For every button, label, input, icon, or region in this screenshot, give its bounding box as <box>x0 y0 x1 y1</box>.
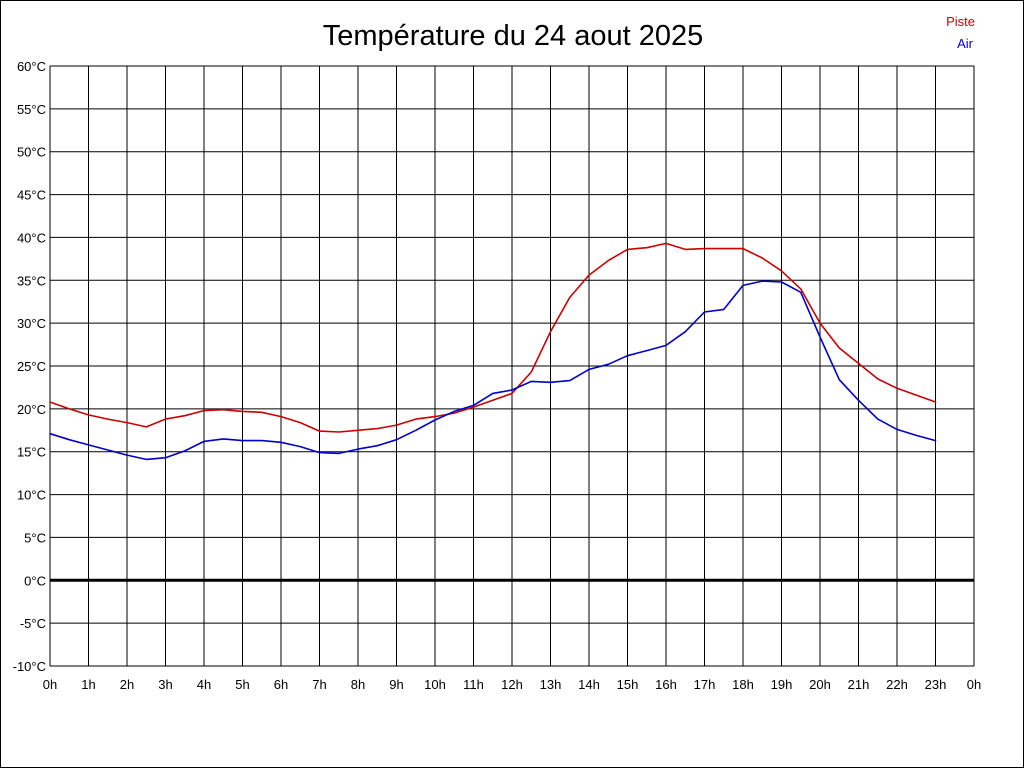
x-tick-label: 16h <box>655 677 677 692</box>
y-tick-label: -5°C <box>20 616 46 631</box>
y-tick-label: 40°C <box>17 230 46 245</box>
y-tick-label: 60°C <box>17 59 46 74</box>
x-tick-label: 4h <box>197 677 211 692</box>
x-tick-label: 17h <box>694 677 716 692</box>
x-tick-label: 0h <box>43 677 57 692</box>
x-tick-label: 13h <box>540 677 562 692</box>
x-tick-label: 0h <box>967 677 981 692</box>
legend-piste: Piste <box>946 14 975 29</box>
y-tick-label: 50°C <box>17 145 46 160</box>
y-tick-label: -10°C <box>13 659 46 674</box>
series-line-air <box>49 280 937 461</box>
x-tick-label: 3h <box>158 677 172 692</box>
x-tick-label: 12h <box>501 677 523 692</box>
x-tick-label: 8h <box>351 677 365 692</box>
y-tick-label: 30°C <box>17 316 46 331</box>
y-tick-label: 25°C <box>17 359 46 374</box>
x-tick-label: 20h <box>809 677 831 692</box>
x-tick-label: 9h <box>389 677 403 692</box>
y-tick-label: 20°C <box>17 402 46 417</box>
legend-air: Air <box>957 36 974 51</box>
x-tick-label: 1h <box>81 677 95 692</box>
y-tick-label: 10°C <box>17 488 46 503</box>
y-tick-label: 15°C <box>17 445 46 460</box>
x-tick-label: 23h <box>925 677 947 692</box>
x-tick-label: 7h <box>312 677 326 692</box>
x-tick-label: 11h <box>463 677 484 692</box>
x-tick-label: 15h <box>617 677 639 692</box>
x-tick-label: 14h <box>578 677 600 692</box>
series-line-piste <box>49 242 937 433</box>
x-tick-label: 10h <box>424 677 446 692</box>
y-tick-label: 55°C <box>17 102 46 117</box>
x-tick-label: 22h <box>886 677 908 692</box>
x-tick-label: 18h <box>732 677 754 692</box>
grid <box>49 65 975 667</box>
chart-title: Température du 24 aout 2025 <box>323 20 704 52</box>
series-layer <box>49 242 937 461</box>
y-tick-label: 0°C <box>24 573 46 588</box>
y-tick-label: 35°C <box>17 273 46 288</box>
y-tick-label: 45°C <box>17 188 46 203</box>
y-tick-label: 5°C <box>24 530 46 545</box>
x-tick-label: 19h <box>771 677 793 692</box>
x-tick-label: 21h <box>848 677 870 692</box>
x-tick-label: 2h <box>120 677 134 692</box>
x-tick-label: 5h <box>235 677 249 692</box>
axis-labels: 0h 1h 2h 3h 4h 5h 6h 7h 8h 9h 10h 11h 12h 13h 14h 15h 16… <box>13 59 982 692</box>
x-tick-label: 6h <box>274 677 288 692</box>
